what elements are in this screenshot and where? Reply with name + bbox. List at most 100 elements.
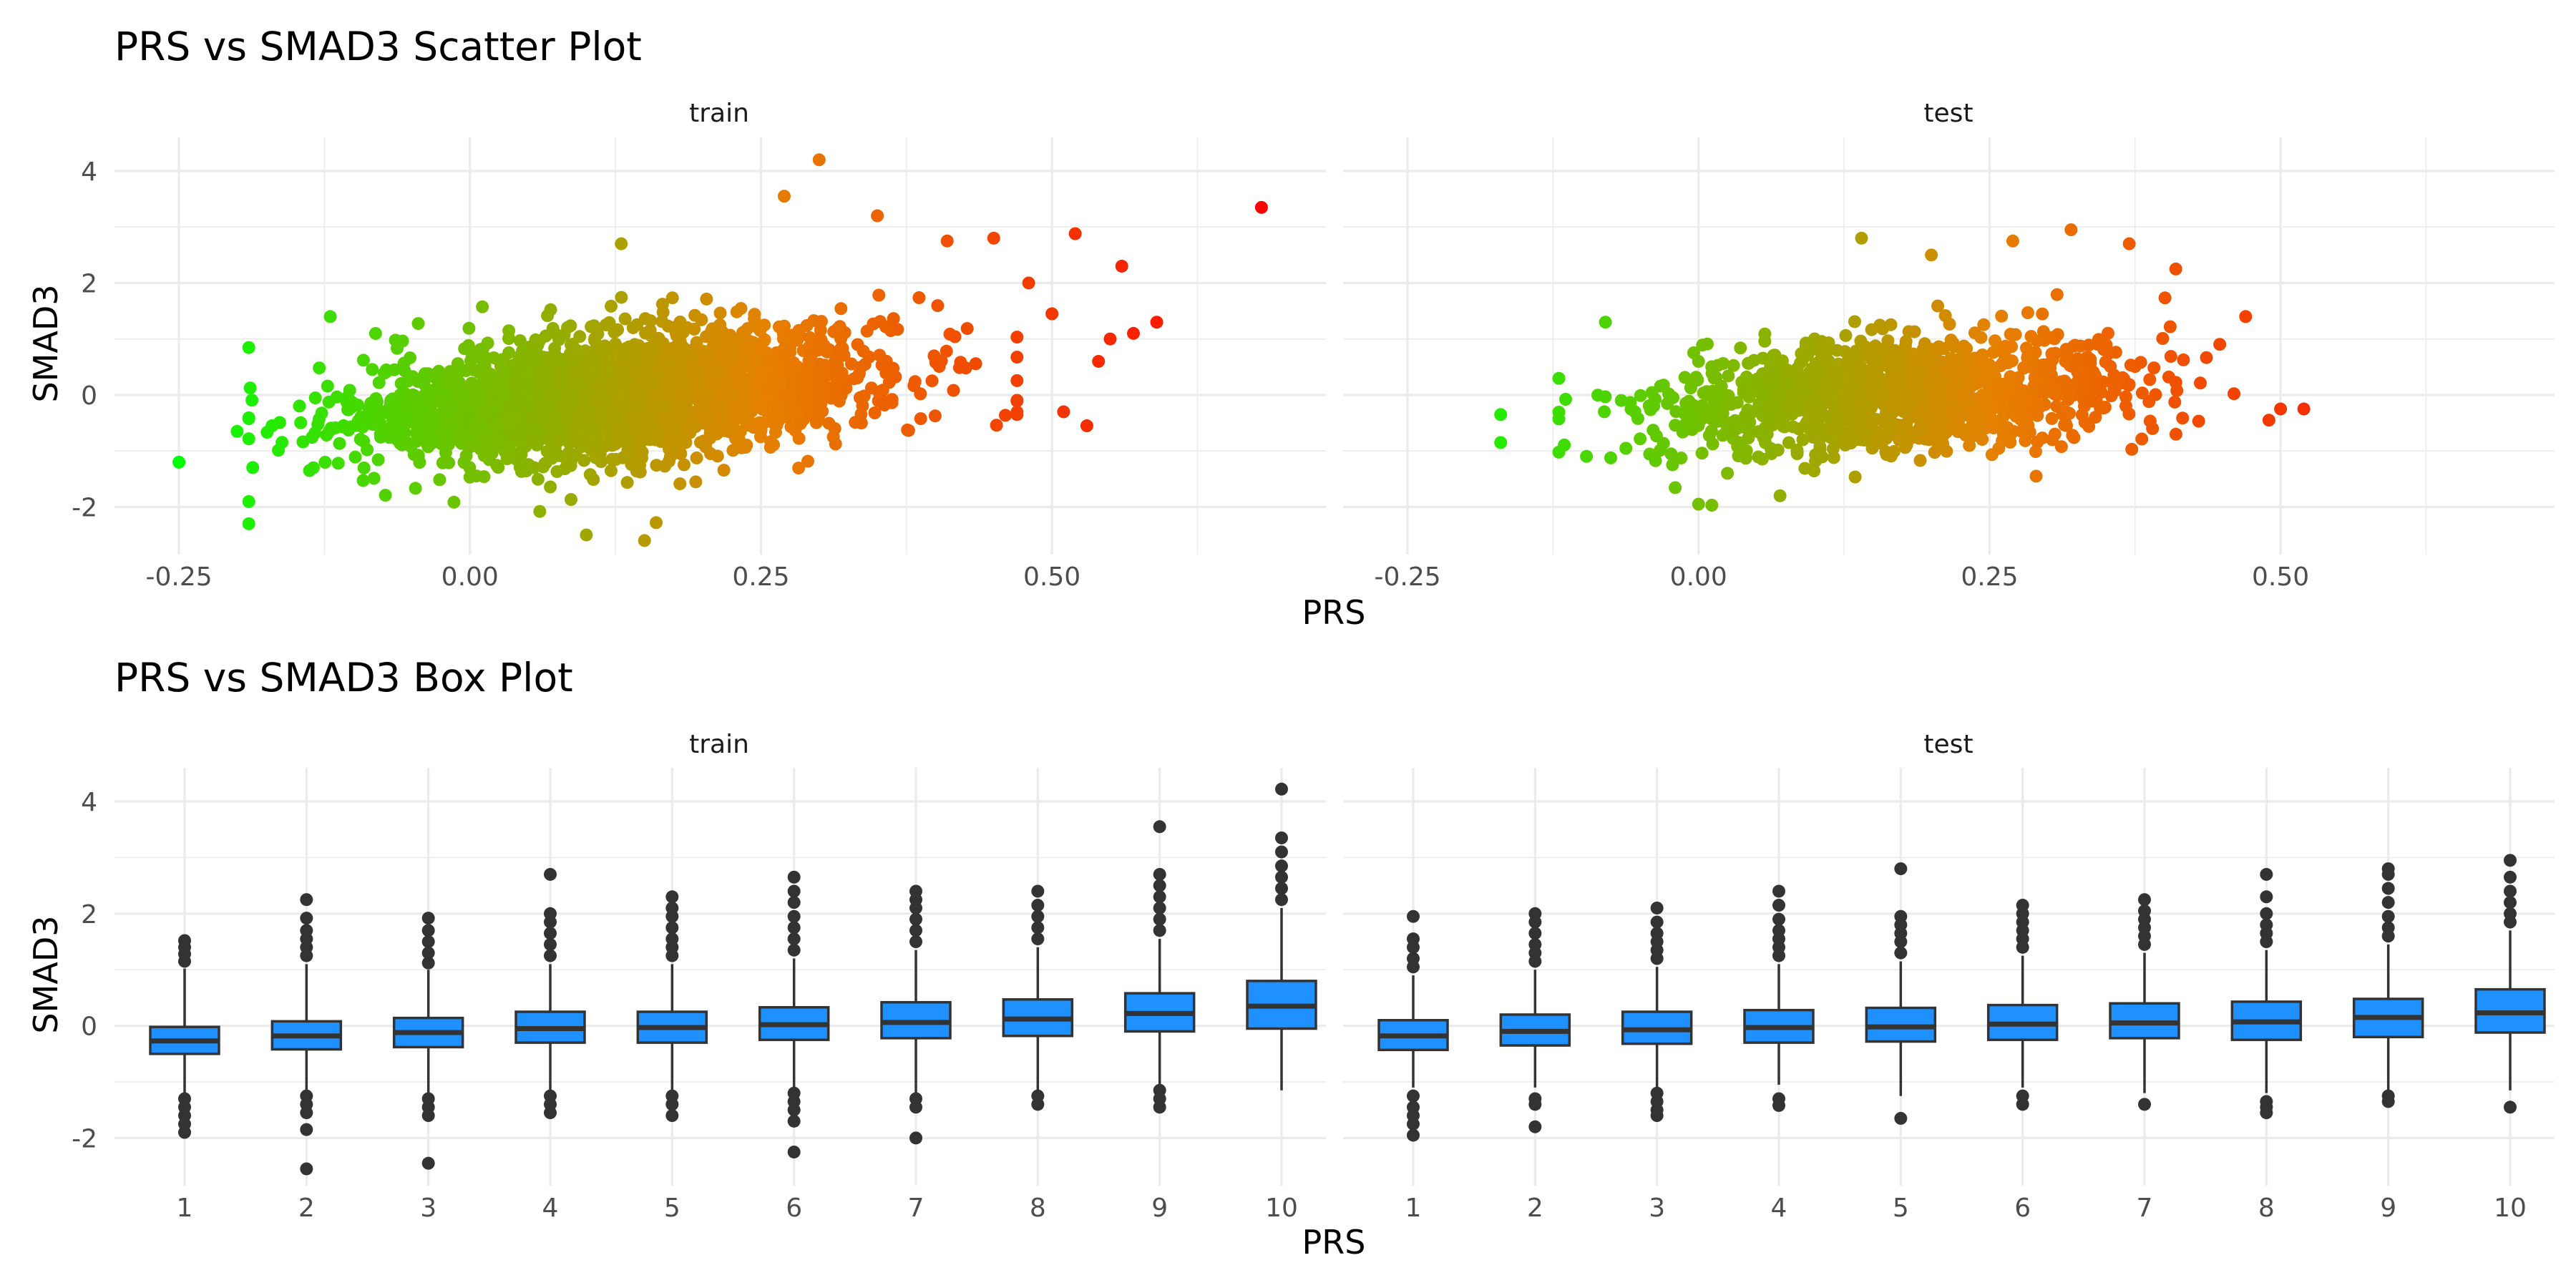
scatter-point (409, 482, 422, 495)
scatter-point (1684, 381, 1697, 395)
scatter-point (912, 291, 926, 304)
box-outlier (1153, 890, 1166, 904)
box-x-tick-label: 7 (2137, 1194, 2153, 1223)
scatter-point (1692, 497, 1705, 511)
scatter-point (615, 291, 628, 304)
scatter-point (928, 409, 942, 423)
scatter-point (514, 358, 528, 372)
box-outlier (1031, 921, 1045, 935)
box-outlier (178, 934, 191, 947)
scatter-point (834, 302, 848, 316)
scatter-point (573, 330, 587, 343)
scatter-point (734, 302, 748, 316)
box-outlier (2504, 896, 2517, 909)
scatter-point (1826, 369, 1840, 383)
scatter-point (820, 345, 833, 358)
scatter-point (667, 375, 680, 389)
scatter-point (689, 475, 703, 489)
scatter-point (492, 353, 506, 367)
scatter-point (1807, 464, 1821, 478)
scatter-point (602, 316, 616, 329)
scatter-point (1879, 409, 1893, 421)
scatter-point (1604, 451, 1617, 464)
scatter-point (442, 417, 456, 431)
scatter-point (1654, 379, 1667, 393)
scatter-point (822, 416, 836, 430)
scatter-point (812, 153, 826, 167)
scatter-point (914, 412, 927, 426)
scatter-point (411, 317, 425, 331)
scatter-x-tick-label: -0.25 (145, 562, 212, 592)
scatter-y-axis-label: SMAD3 (26, 284, 65, 402)
scatter-point (1916, 343, 1930, 356)
scatter-point (856, 399, 869, 412)
scatter-point (454, 426, 468, 440)
scatter-point (2054, 440, 2068, 454)
scatter-point (406, 403, 420, 416)
scatter-point (676, 436, 690, 449)
scatter-point (2064, 387, 2077, 401)
box-outlier (544, 949, 557, 962)
box-outlier (421, 1156, 435, 1170)
box-outlier (2138, 1098, 2151, 1111)
scatter-point (1068, 227, 1082, 240)
scatter-point (1689, 371, 1703, 384)
scatter-point (650, 459, 663, 472)
scatter-point (496, 389, 509, 402)
scatter-point (621, 358, 635, 372)
scatter-x-tick-label: 0.25 (1961, 562, 2018, 592)
scatter-point (769, 418, 781, 431)
scatter-point (700, 292, 713, 306)
scatter-point (1914, 386, 1928, 399)
scatter-point (369, 327, 382, 340)
scatter-point (2097, 375, 2110, 389)
scatter-point (243, 381, 257, 395)
scatter-point (1830, 343, 1844, 357)
scatter-point (532, 434, 546, 447)
scatter-point (2014, 424, 2028, 438)
scatter-point (987, 231, 1000, 245)
scatter-point (2009, 409, 2023, 423)
scatter-point (754, 430, 767, 444)
box-x-tick-label: 5 (664, 1194, 680, 1223)
box-outlier (787, 1145, 801, 1158)
scatter-point (348, 450, 362, 464)
scatter-point (569, 411, 582, 424)
box-outlier (1153, 820, 1166, 834)
scatter-point (1254, 200, 1268, 214)
box-outlier (1031, 932, 1045, 946)
box-outlier (1772, 1098, 1785, 1112)
scatter-point (1790, 362, 1804, 375)
scatter-point (826, 359, 840, 373)
box-outlier (178, 1126, 191, 1139)
scatter-point (2213, 338, 2227, 351)
scatter-point (1838, 438, 1852, 452)
box-x-tick-label: 1 (1405, 1194, 1422, 1223)
scatter-point (2109, 346, 2122, 359)
scatter-point (1915, 354, 1928, 368)
scatter-point (423, 420, 436, 434)
scatter-point (2007, 399, 2021, 413)
scatter-point (1678, 371, 1692, 384)
box-x-tick-label: 9 (2380, 1194, 2396, 1223)
box-outlier (2381, 921, 2395, 935)
scatter-point (603, 343, 617, 356)
scatter-point (1701, 337, 1714, 351)
scatter-point (776, 332, 790, 346)
scatter-point (708, 333, 722, 346)
scatter-point (605, 384, 618, 397)
scatter-point (1913, 454, 1927, 467)
box-outlier (787, 1114, 801, 1128)
scatter-point (431, 434, 445, 447)
scatter-point (803, 352, 816, 366)
box-outlier (1275, 870, 1288, 884)
scatter-point (417, 409, 431, 422)
scatter-point (1884, 449, 1898, 463)
box-outlier (2260, 867, 2273, 881)
scatter-point (2029, 445, 2042, 459)
scatter-point (535, 412, 549, 426)
box-x-tick-label: 8 (1030, 1194, 1046, 1223)
scatter-point (1905, 374, 1918, 387)
scatter-point (2082, 419, 2096, 433)
box-outlier (1650, 915, 1664, 929)
